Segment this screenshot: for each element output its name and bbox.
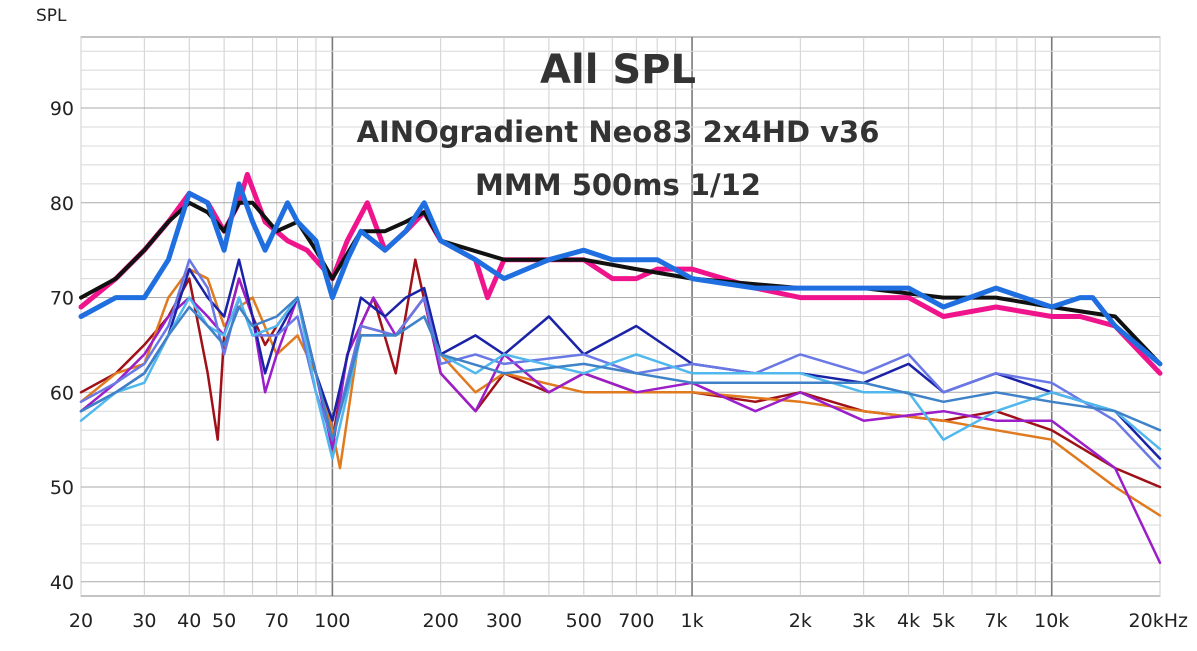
y-axis-label: SPL bbox=[36, 6, 67, 26]
title-line-3: MMM 500ms 1/12 bbox=[475, 168, 761, 202]
x-tick-label: 1k bbox=[681, 610, 704, 632]
x-tick-label: 70 bbox=[265, 610, 289, 632]
x-tick-labels: 20 30 40 50 70 100 200 300 500 700 1k 2k 3k 4k 5k 7k 10k… bbox=[69, 610, 1188, 632]
x-tick-label: 40 bbox=[177, 610, 201, 632]
series-group bbox=[78, 171, 1163, 565]
x-tick-label: 4k bbox=[897, 610, 920, 632]
x-tick-label: 50 bbox=[212, 610, 236, 632]
x-tick-label: 700 bbox=[618, 610, 654, 632]
x-tick-label: 20 bbox=[69, 610, 93, 632]
chart-title: All SPL AINOgradient Neo83 2x4HD v36 MMM… bbox=[357, 47, 880, 202]
title-line-1: All SPL bbox=[540, 47, 696, 93]
x-tick-label: 7k bbox=[984, 610, 1007, 632]
series-line-3 bbox=[78, 181, 1163, 367]
x-tick-label: 300 bbox=[486, 610, 522, 632]
y-tick-label: 90 bbox=[50, 98, 74, 120]
title-line-2: AINOgradient Neo83 2x4HD v36 bbox=[357, 115, 880, 149]
x-tick-label: 200 bbox=[423, 610, 459, 632]
x-tick-label: 10k bbox=[1034, 610, 1069, 632]
y-tick-labels: 40 50 60 70 80 90 bbox=[50, 98, 74, 594]
y-tick-label: 80 bbox=[50, 193, 74, 215]
x-tick-label: 20kHz bbox=[1129, 610, 1188, 632]
x-tick-label: 2k bbox=[789, 610, 812, 632]
y-tick-label: 50 bbox=[50, 477, 74, 499]
y-tick-label: 40 bbox=[50, 572, 74, 594]
x-tick-label: 500 bbox=[566, 610, 602, 632]
series-line-8 bbox=[79, 258, 1162, 470]
x-tick-label: 3k bbox=[852, 610, 875, 632]
series-line-7 bbox=[79, 258, 1162, 460]
x-tick-label: 100 bbox=[314, 610, 350, 632]
series-line-2 bbox=[79, 200, 1162, 366]
x-tick-label: 5k bbox=[932, 610, 955, 632]
series-line-10 bbox=[79, 296, 1162, 441]
y-tick-label: 70 bbox=[50, 288, 74, 310]
y-tick-label: 60 bbox=[50, 382, 74, 404]
x-tick-label: 30 bbox=[132, 610, 156, 632]
